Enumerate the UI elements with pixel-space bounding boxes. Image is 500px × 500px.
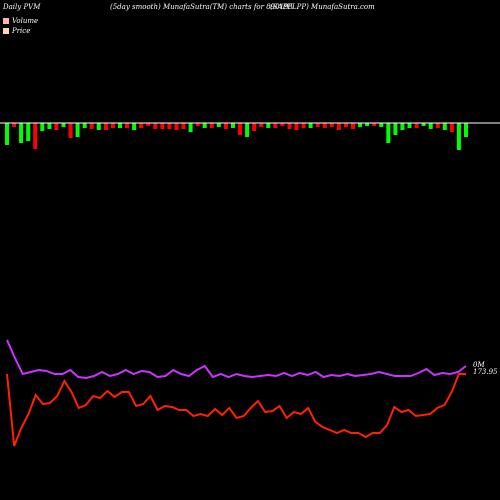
volume-bar — [414, 123, 419, 128]
price-line — [6, 373, 466, 447]
volume-bar — [216, 123, 221, 127]
volume-bar — [287, 123, 292, 129]
volume-bar — [259, 123, 264, 127]
volume-bar — [146, 123, 151, 126]
volume-bar — [329, 123, 334, 127]
volume-bar — [238, 123, 242, 135]
volume-bar — [449, 123, 454, 132]
volume-bar — [294, 123, 299, 130]
volume-bar — [372, 123, 377, 126]
volume-line — [6, 339, 467, 380]
volume-bar — [103, 123, 108, 130]
volume-bar — [344, 123, 348, 127]
volume-bar — [336, 123, 341, 130]
volume-bar — [464, 123, 468, 137]
volume-bar — [82, 123, 87, 128]
price-end-label: 173.95 — [473, 368, 498, 376]
volume-bar — [322, 123, 327, 128]
volume-end-label: 0M — [473, 361, 485, 369]
volume-bar — [132, 123, 137, 130]
volume-bar — [195, 123, 200, 126]
volume-bar — [139, 123, 144, 128]
volume-bars — [5, 123, 468, 150]
volume-bar — [456, 123, 461, 150]
volume-bar — [421, 123, 426, 126]
volume-bar — [89, 123, 94, 129]
volume-bar — [110, 123, 115, 128]
volume-bar — [315, 123, 320, 127]
volume-bar — [5, 123, 9, 145]
volume-bar — [181, 123, 186, 129]
volume-bar — [96, 123, 101, 130]
legend-volume: Volume — [3, 17, 38, 25]
volume-bar — [61, 123, 66, 127]
volume-bar — [125, 123, 129, 128]
volume-bar — [386, 123, 391, 143]
volume-bar — [188, 123, 193, 132]
volume-bar — [407, 123, 412, 128]
volume-bar — [167, 123, 172, 129]
volume-bar — [40, 123, 45, 131]
volume-bar — [428, 123, 433, 129]
volume-bar — [202, 123, 207, 128]
volume-bar — [209, 123, 214, 128]
volume-bar — [231, 123, 235, 128]
volume-bar — [379, 123, 384, 127]
legend-volume-swatch — [3, 18, 9, 24]
volume-bar — [33, 123, 38, 149]
volume-bar — [19, 123, 24, 143]
volume-bar — [308, 123, 313, 128]
volume-bar — [47, 123, 52, 129]
volume-bar — [273, 123, 278, 128]
volume-bar — [280, 123, 285, 126]
volume-bar — [54, 123, 59, 130]
volume-bar — [26, 123, 31, 141]
volume-bar — [358, 123, 363, 127]
legend-price-swatch — [3, 28, 9, 34]
volume-bar — [252, 123, 257, 131]
header-center: (5day smooth) MunafaSutra(TM) charts for… — [110, 3, 293, 11]
volume-bar — [75, 123, 80, 137]
legend-price-label: Price — [12, 27, 31, 35]
volume-bar — [160, 123, 165, 129]
volume-bar — [365, 123, 370, 126]
header-right: (SAPPLPP) MunafaSutra.com — [270, 3, 375, 11]
volume-bar — [118, 123, 122, 128]
volume-bar — [68, 123, 73, 138]
volume-bar — [245, 123, 250, 137]
volume-bar — [12, 123, 17, 127]
volume-bar — [351, 123, 355, 129]
volume-bar — [153, 123, 158, 129]
volume-bar — [393, 123, 398, 135]
volume-bar — [442, 123, 447, 130]
volume-bar — [435, 123, 440, 128]
legend-price: Price — [3, 27, 30, 35]
volume-bar — [223, 123, 228, 129]
volume-bar — [266, 123, 271, 128]
volume-bar — [174, 123, 179, 130]
volume-bar — [400, 123, 405, 130]
legend-volume-label: Volume — [12, 17, 39, 25]
header-left: Daily PVM — [3, 3, 41, 11]
volume-bar — [301, 123, 306, 128]
